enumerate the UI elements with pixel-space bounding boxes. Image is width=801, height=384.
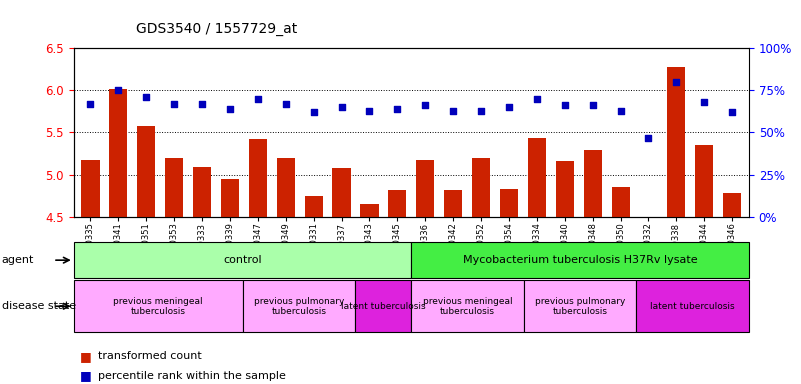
- Bar: [193, 167, 211, 217]
- Text: percentile rank within the sample: percentile rank within the sample: [98, 371, 286, 381]
- Bar: [556, 161, 574, 217]
- Text: latent tuberculosis: latent tuberculosis: [650, 302, 735, 311]
- Point: [280, 101, 292, 107]
- Point: [195, 101, 208, 107]
- Point: [670, 79, 682, 85]
- Bar: [500, 189, 518, 217]
- Bar: [137, 126, 155, 217]
- Text: previous meningeal
tuberculosis: previous meningeal tuberculosis: [423, 296, 513, 316]
- Text: previous pulmonary
tuberculosis: previous pulmonary tuberculosis: [535, 296, 626, 316]
- Bar: [165, 158, 183, 217]
- Bar: [472, 158, 490, 217]
- Point: [308, 109, 320, 115]
- Point: [502, 104, 515, 110]
- Text: ■: ■: [80, 369, 92, 382]
- Bar: [723, 193, 741, 217]
- Text: GDS3540 / 1557729_at: GDS3540 / 1557729_at: [136, 22, 297, 36]
- Bar: [332, 168, 351, 217]
- Point: [558, 103, 571, 109]
- Bar: [304, 196, 323, 217]
- Bar: [584, 150, 602, 217]
- Text: disease state: disease state: [2, 301, 76, 311]
- Point: [642, 134, 655, 141]
- Text: latent tuberculosis: latent tuberculosis: [341, 302, 425, 311]
- Text: previous meningeal
tuberculosis: previous meningeal tuberculosis: [113, 296, 203, 316]
- Point: [84, 101, 97, 107]
- Bar: [360, 204, 379, 217]
- Point: [447, 108, 460, 114]
- Bar: [249, 139, 267, 217]
- Point: [726, 109, 739, 115]
- Point: [223, 106, 236, 112]
- Point: [419, 103, 432, 109]
- Text: Mycobacterium tuberculosis H37Rv lysate: Mycobacterium tuberculosis H37Rv lysate: [463, 255, 698, 265]
- Point: [167, 101, 180, 107]
- Point: [530, 96, 543, 102]
- Bar: [221, 179, 239, 217]
- Text: agent: agent: [2, 255, 34, 265]
- Bar: [82, 161, 99, 217]
- Bar: [109, 89, 127, 217]
- Bar: [667, 68, 686, 217]
- Point: [586, 103, 599, 109]
- Bar: [639, 217, 658, 249]
- Bar: [276, 158, 295, 217]
- Point: [140, 94, 153, 100]
- Text: control: control: [223, 255, 262, 265]
- Point: [363, 108, 376, 114]
- Text: ■: ■: [80, 350, 92, 363]
- Bar: [444, 190, 462, 217]
- Bar: [528, 137, 546, 217]
- Text: transformed count: transformed count: [98, 351, 202, 361]
- Point: [112, 87, 125, 93]
- Point: [335, 104, 348, 110]
- Bar: [695, 145, 714, 217]
- Bar: [388, 190, 406, 217]
- Point: [475, 108, 488, 114]
- Text: previous pulmonary
tuberculosis: previous pulmonary tuberculosis: [254, 296, 344, 316]
- Point: [614, 108, 627, 114]
- Bar: [611, 187, 630, 217]
- Point: [252, 96, 264, 102]
- Point: [698, 99, 710, 105]
- Point: [391, 106, 404, 112]
- Bar: [417, 159, 434, 217]
